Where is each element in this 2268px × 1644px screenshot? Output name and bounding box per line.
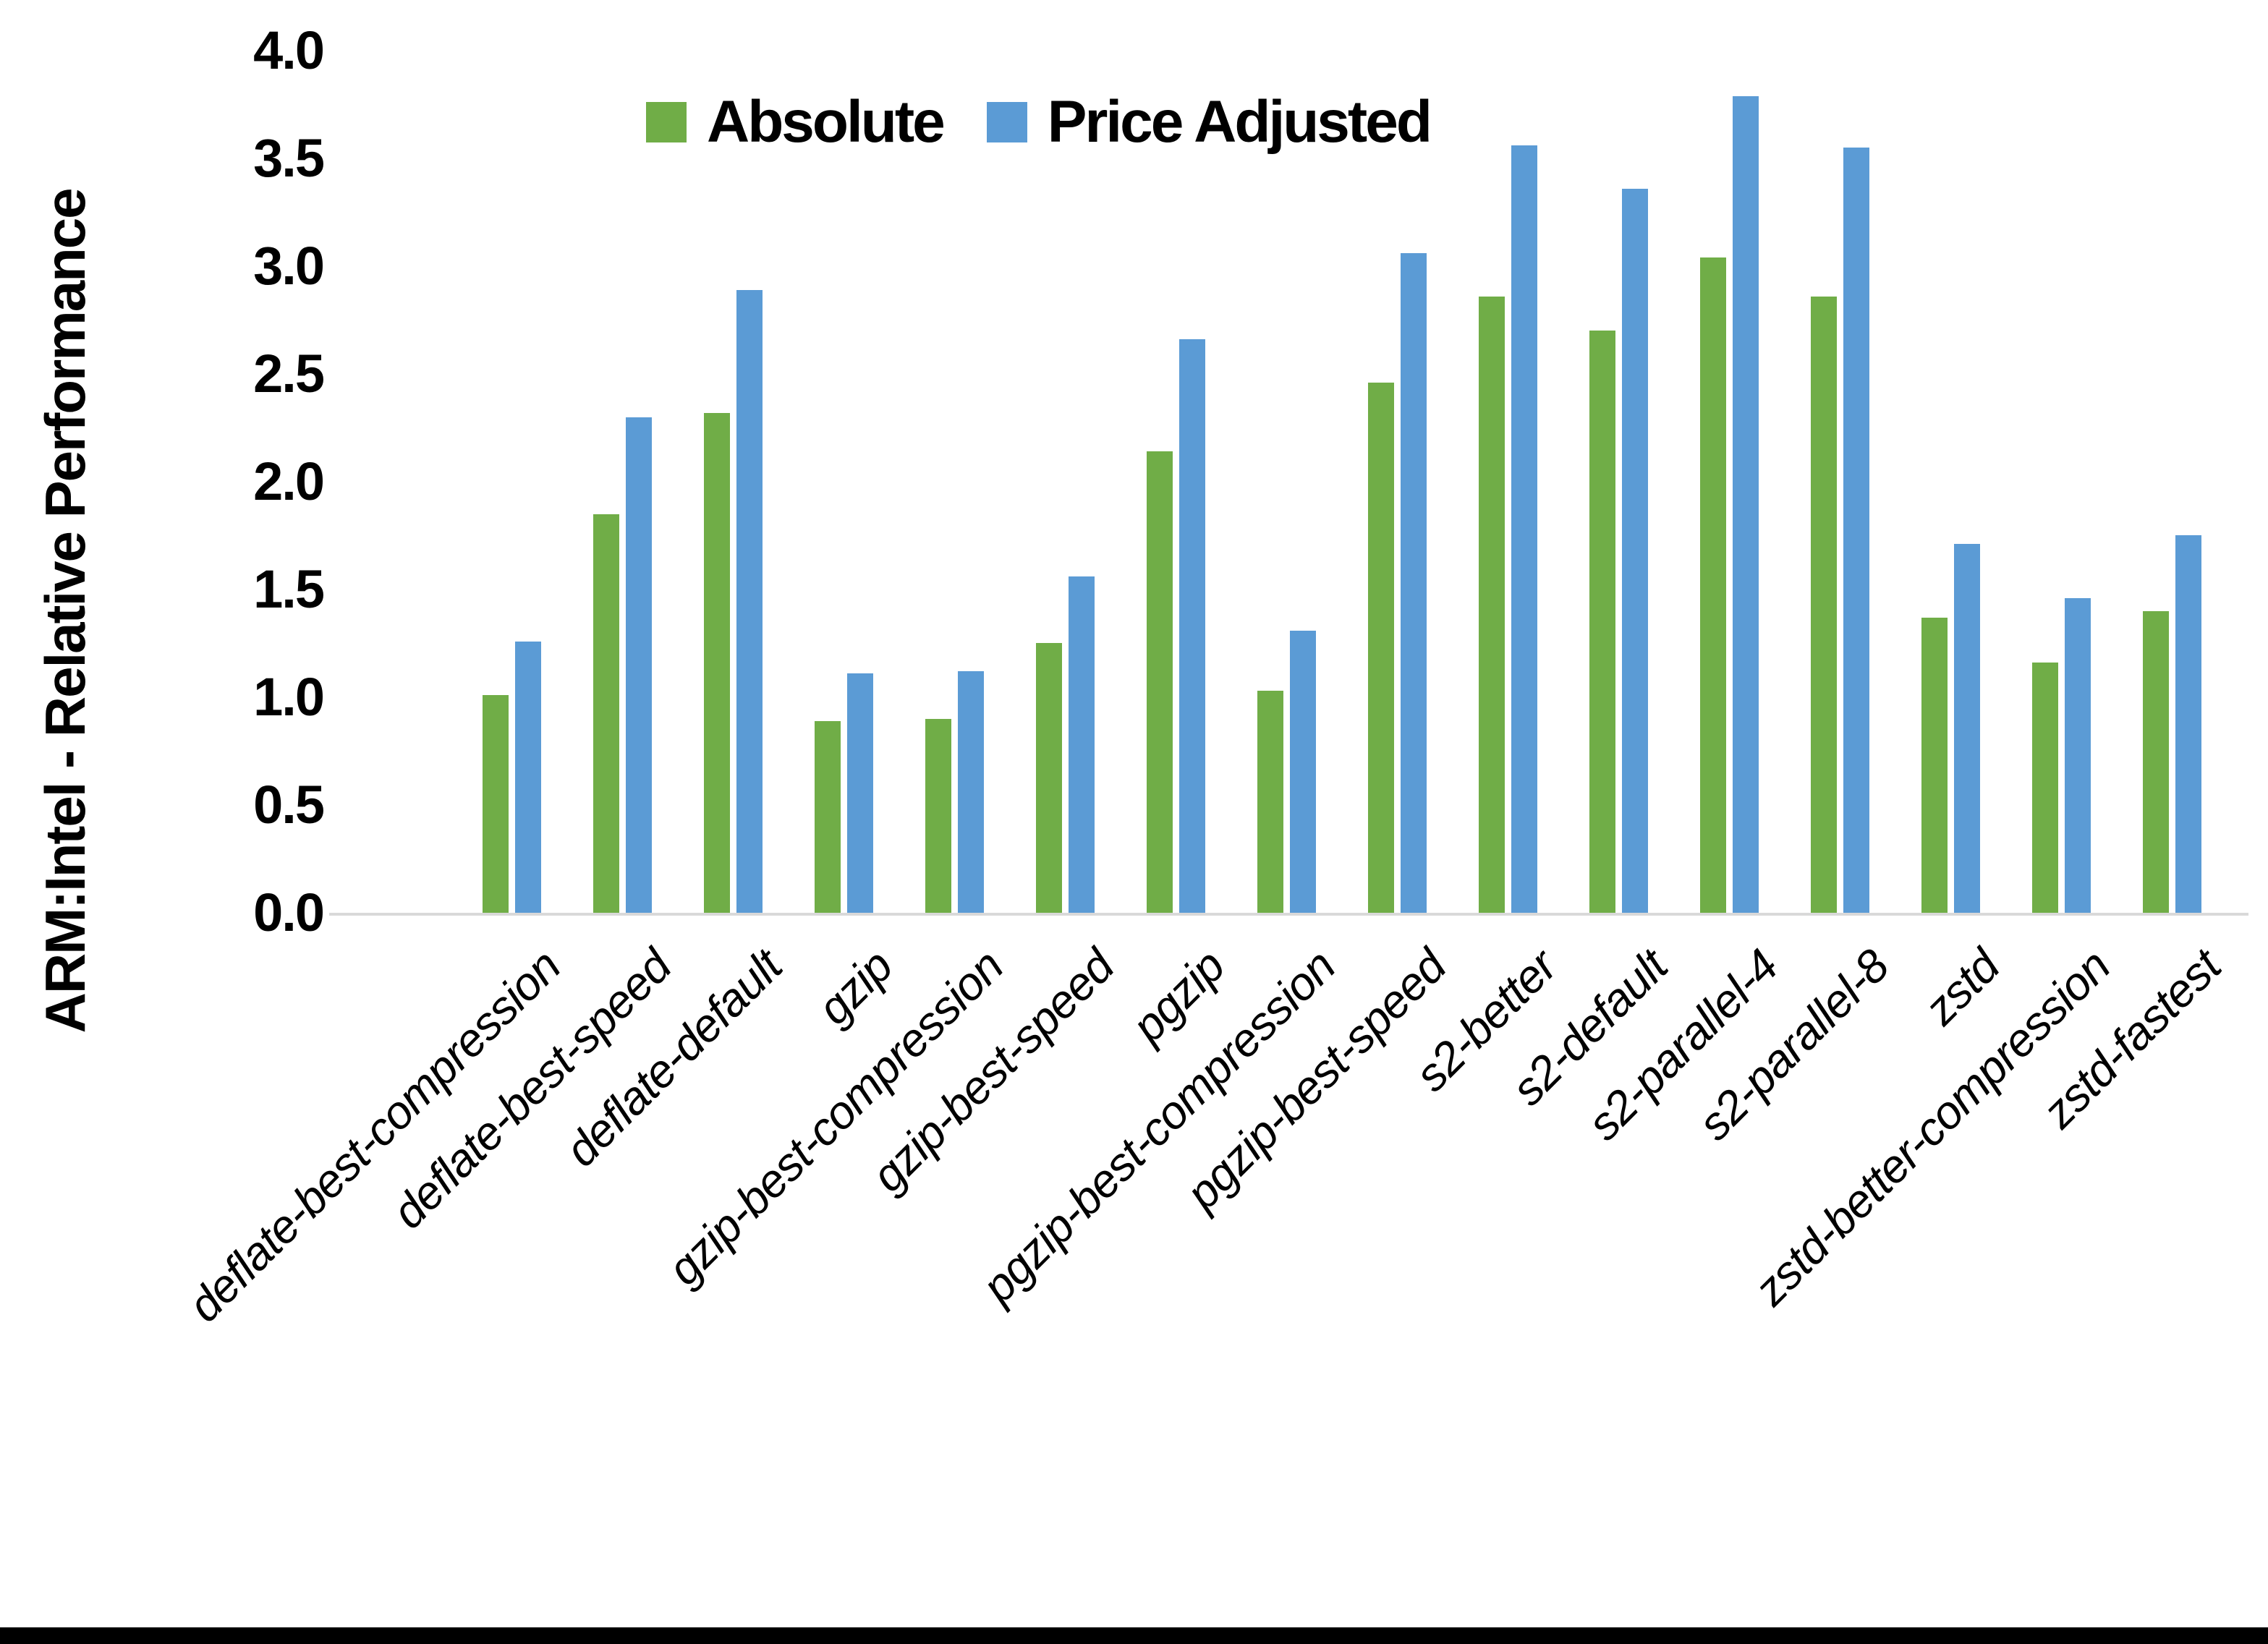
bar-gzip-best-speed-absolute bbox=[1036, 643, 1062, 913]
bar-s2-better-absolute bbox=[1479, 297, 1505, 913]
bar-gzip-price-adjusted bbox=[847, 673, 873, 913]
x-axis-line bbox=[329, 913, 2248, 916]
bar-pgzip-price-adjusted bbox=[1179, 339, 1205, 913]
bar-gzip-best-speed-price-adjusted bbox=[1069, 576, 1095, 913]
y-tick-label-2.5: 2.5 bbox=[253, 344, 325, 404]
bar-pgzip-best-speed-absolute bbox=[1368, 383, 1394, 913]
bottom-window-border bbox=[0, 1627, 2268, 1644]
bar-gzip-best-compression-price-adjusted bbox=[958, 671, 984, 913]
legend-label-absolute: Absolute bbox=[707, 89, 946, 155]
bar-s2-better-price-adjusted bbox=[1511, 145, 1537, 913]
y-tick-label-0.5: 0.5 bbox=[253, 775, 325, 835]
legend-item-price-adjusted: Price Adjusted bbox=[986, 88, 1432, 156]
legend-item-absolute: Absolute bbox=[646, 88, 946, 156]
bar-deflate-default-price-adjusted bbox=[736, 290, 763, 913]
bar-pgzip-best-compression-absolute bbox=[1257, 691, 1283, 913]
legend: Absolute Price Adjusted bbox=[646, 88, 1432, 156]
bar-deflate-best-compression-absolute bbox=[483, 695, 509, 913]
bar-pgzip-absolute bbox=[1147, 451, 1173, 913]
bar-s2-default-absolute bbox=[1589, 331, 1615, 913]
y-tick-label-0.0: 0.0 bbox=[253, 882, 325, 942]
bar-deflate-default-absolute bbox=[704, 413, 730, 913]
bar-zstd-fastest-absolute bbox=[2143, 611, 2169, 913]
bar-deflate-best-compression-price-adjusted bbox=[515, 642, 541, 913]
bar-zstd-price-adjusted bbox=[1954, 544, 1980, 913]
y-tick-label-1.0: 1.0 bbox=[253, 667, 325, 727]
bar-zstd-absolute bbox=[1921, 618, 1948, 913]
y-axis-title: ARM:Intel - Relative Performance bbox=[33, 189, 97, 1034]
bar-zstd-fastest-price-adjusted bbox=[2175, 535, 2201, 913]
bar-deflate-best-speed-absolute bbox=[593, 514, 619, 913]
y-tick-label-4.0: 4.0 bbox=[253, 20, 325, 80]
bar-zstd-better-compression-price-adjusted bbox=[2065, 598, 2091, 913]
bar-s2-parallel-8-price-adjusted bbox=[1843, 148, 1869, 913]
bar-s2-default-price-adjusted bbox=[1622, 189, 1648, 913]
absolute-series-swatch-icon bbox=[646, 102, 687, 142]
bar-s2-parallel-8-absolute bbox=[1811, 297, 1837, 913]
price-adjusted-series-swatch-icon bbox=[986, 102, 1027, 142]
bar-gzip-absolute bbox=[815, 721, 841, 913]
y-tick-label-3.0: 3.0 bbox=[253, 236, 325, 296]
bar-zstd-better-compression-absolute bbox=[2032, 663, 2058, 913]
bar-deflate-best-speed-price-adjusted bbox=[626, 417, 652, 913]
bar-pgzip-best-compression-price-adjusted bbox=[1290, 631, 1316, 913]
bar-pgzip-best-speed-price-adjusted bbox=[1401, 253, 1427, 913]
bar-s2-parallel-4-absolute bbox=[1700, 257, 1726, 913]
bar-s2-parallel-4-price-adjusted bbox=[1733, 96, 1759, 913]
y-tick-label-1.5: 1.5 bbox=[253, 559, 325, 619]
y-tick-label-2.0: 2.0 bbox=[253, 451, 325, 511]
bar-gzip-best-compression-absolute bbox=[925, 719, 951, 913]
legend-label-price-adjusted: Price Adjusted bbox=[1047, 89, 1432, 155]
y-tick-label-3.5: 3.5 bbox=[253, 128, 325, 188]
